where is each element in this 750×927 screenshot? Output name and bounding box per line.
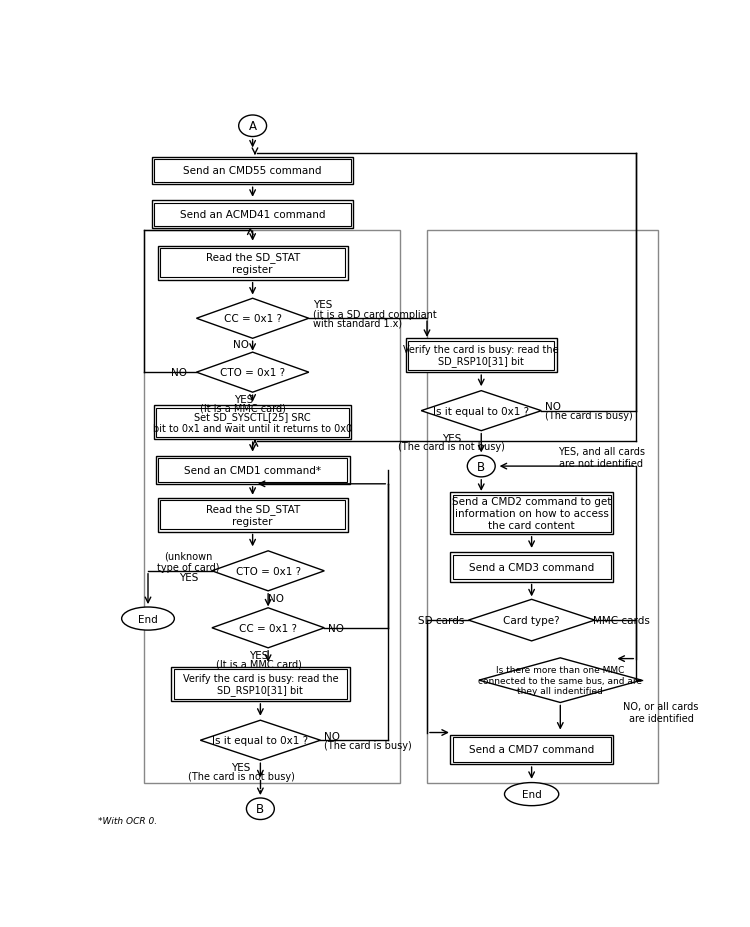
Text: NO: NO — [172, 368, 188, 378]
Bar — [452, 737, 610, 762]
Text: Send a CMD7 command: Send a CMD7 command — [469, 744, 594, 755]
Text: YES: YES — [231, 762, 251, 772]
Polygon shape — [212, 608, 324, 648]
Text: (The card is busy): (The card is busy) — [324, 740, 412, 750]
Bar — [158, 247, 347, 281]
Text: B: B — [477, 460, 485, 473]
Text: CC = 0x1 ?: CC = 0x1 ? — [239, 623, 297, 633]
Text: Send an ACMD41 command: Send an ACMD41 command — [180, 210, 326, 220]
Text: NO, or all cards
are identified: NO, or all cards are identified — [623, 701, 699, 723]
Ellipse shape — [467, 456, 495, 477]
Text: (The card is busy): (The card is busy) — [545, 411, 633, 421]
Bar — [158, 498, 347, 532]
Text: NO: NO — [328, 623, 344, 633]
Bar — [450, 552, 613, 582]
Text: Send an CMD55 command: Send an CMD55 command — [183, 166, 322, 176]
Text: YES: YES — [442, 433, 461, 443]
Bar — [158, 459, 347, 482]
Bar — [408, 341, 554, 371]
Text: MMC cards: MMC cards — [593, 616, 650, 626]
Text: Is there more than one MMC
connected to the same bus, and are
they all indentifi: Is there more than one MMC connected to … — [478, 666, 642, 695]
Text: YES, and all cards
are not identified: YES, and all cards are not identified — [558, 447, 645, 468]
Polygon shape — [422, 391, 542, 431]
Polygon shape — [469, 600, 595, 641]
Text: YES: YES — [234, 395, 253, 405]
Text: YES: YES — [179, 572, 198, 582]
Text: YES: YES — [249, 650, 268, 660]
Text: Read the SD_STAT
register: Read the SD_STAT register — [206, 252, 300, 274]
Text: *With OCR 0.: *With OCR 0. — [98, 816, 157, 825]
Bar — [154, 406, 352, 439]
Bar — [452, 555, 610, 579]
Bar — [154, 159, 351, 183]
Bar — [160, 249, 345, 278]
Bar — [171, 667, 350, 701]
Ellipse shape — [505, 782, 559, 806]
Bar — [144, 231, 400, 782]
Text: (It is a MMC card): (It is a MMC card) — [200, 403, 286, 413]
Text: End: End — [522, 789, 542, 799]
Text: Verify the card is busy: read the
SD_RSP10[31] bit: Verify the card is busy: read the SD_RSP… — [182, 673, 338, 695]
Text: with standard 1.x): with standard 1.x) — [313, 318, 402, 328]
Text: NO: NO — [545, 401, 561, 412]
Text: NO: NO — [233, 340, 249, 350]
Polygon shape — [212, 552, 324, 591]
Bar — [152, 158, 353, 185]
Bar — [173, 669, 347, 699]
Text: Send an CMD1 command*: Send an CMD1 command* — [184, 465, 321, 476]
Text: B: B — [256, 803, 265, 816]
Text: End: End — [138, 614, 158, 624]
Bar — [427, 231, 658, 782]
Polygon shape — [479, 658, 642, 703]
Text: NO: NO — [324, 730, 340, 741]
Text: (The card is not busy): (The card is not busy) — [188, 771, 295, 781]
Text: (it is a SD card compliant: (it is a SD card compliant — [313, 310, 436, 319]
Bar — [152, 201, 353, 229]
Bar — [406, 339, 556, 373]
Text: Is it equal to 0x1 ?: Is it equal to 0x1 ? — [433, 406, 530, 416]
Bar — [156, 408, 349, 438]
Text: Read the SD_STAT
register: Read the SD_STAT register — [206, 503, 300, 527]
Bar — [452, 495, 610, 532]
Ellipse shape — [122, 607, 174, 630]
Polygon shape — [196, 298, 309, 339]
Text: (It is a MMC card): (It is a MMC card) — [216, 658, 302, 668]
Text: SD cards: SD cards — [419, 616, 464, 626]
Text: CC = 0x1 ?: CC = 0x1 ? — [224, 314, 282, 324]
Text: Verify the card is busy: read the
SD_RSP10[31] bit: Verify the card is busy: read the SD_RSP… — [404, 345, 559, 367]
Text: YES: YES — [313, 300, 332, 310]
Polygon shape — [196, 353, 309, 393]
Text: CTO = 0x1 ?: CTO = 0x1 ? — [220, 368, 285, 378]
Text: Set SD_SYSCTL[25] SRC
bit to 0x1 and wait until it returns to 0x0: Set SD_SYSCTL[25] SRC bit to 0x1 and wai… — [153, 412, 352, 434]
Text: Send a CMD2 command to get
information on how to access
the card content: Send a CMD2 command to get information o… — [452, 497, 611, 530]
Text: A: A — [248, 121, 256, 133]
Text: NO: NO — [268, 593, 284, 603]
Bar — [156, 457, 350, 484]
Ellipse shape — [238, 116, 266, 137]
Text: (unknown
type of card): (unknown type of card) — [158, 552, 220, 573]
Text: CTO = 0x1 ?: CTO = 0x1 ? — [236, 566, 301, 577]
Text: Is it equal to 0x1 ?: Is it equal to 0x1 ? — [212, 735, 308, 745]
Bar — [450, 735, 613, 764]
Text: Send a CMD3 command: Send a CMD3 command — [469, 563, 594, 572]
Bar — [450, 493, 613, 534]
Bar — [160, 501, 345, 529]
Text: (The card is not busy): (The card is not busy) — [398, 441, 506, 451]
Ellipse shape — [247, 798, 274, 819]
Text: Card type?: Card type? — [503, 616, 560, 626]
Bar — [154, 204, 351, 226]
Polygon shape — [200, 720, 320, 760]
